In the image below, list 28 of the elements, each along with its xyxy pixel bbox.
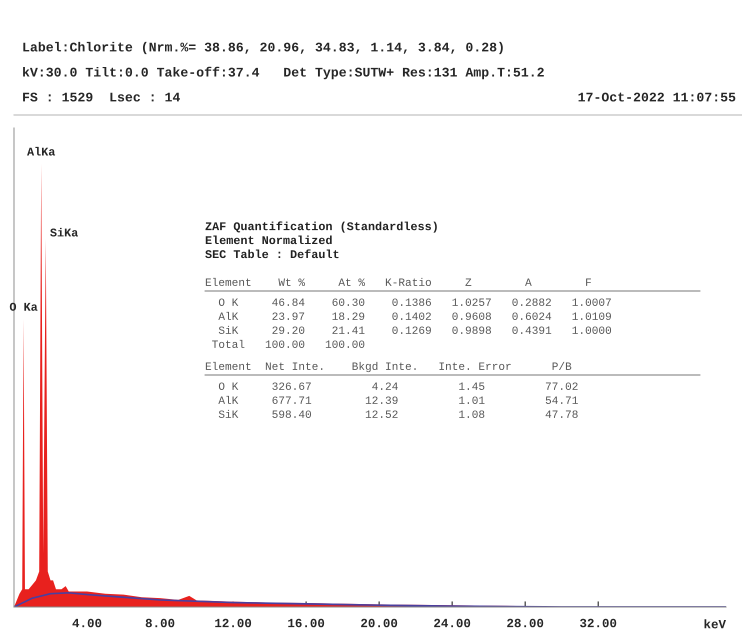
x-tick-label: 8.00 bbox=[146, 618, 174, 628]
x-tick-label: 20.00 bbox=[361, 618, 398, 628]
x-tick-label: 32.00 bbox=[580, 618, 616, 628]
x-tick-label: 16.00 bbox=[288, 618, 324, 628]
x-tick-label: 24.00 bbox=[434, 618, 470, 628]
annotation: O K 326.67 4.24 1.45 77.02 bbox=[218, 382, 578, 390]
text: 17-Oct-2022 11:07:55 bbox=[578, 92, 736, 102]
text: kV:30.0 Tilt:0.0 Take-off:37.4 Det Type:SUTW+ Res:131 Amp.T:51.2 bbox=[23, 66, 544, 80]
text: Label:Chlorite (Nrm.%= 38.86, 20.96, 34.83, 1.14, 3.84, 0.28) bbox=[23, 42, 503, 54]
x-tick-label: 28.00 bbox=[507, 618, 544, 628]
text: FS : 1529 Lsec : 14 bbox=[23, 92, 180, 102]
annotation: SEC Table : Default bbox=[205, 249, 338, 258]
annotation: Element Net Inte. Bkgd Inte. Inte. Error P/B bbox=[206, 362, 572, 372]
x-tick-label: 12.00 bbox=[215, 618, 252, 628]
annotation: O K 46.84 60.30 0.1386 1.0257 0.2882 1.0007 bbox=[218, 298, 611, 306]
annotation: AlK 23.97 18.29 0.1402 0.9608 0.6024 1.0109 bbox=[218, 312, 611, 320]
annotation: SiK 598.40 12.52 1.08 47.78 bbox=[218, 410, 578, 418]
annotation: Total 100.00 100.00 bbox=[212, 340, 364, 348]
annotation: Element Wt % At % K-Ratio Z A F bbox=[206, 278, 591, 286]
annotation: Element Normalized bbox=[206, 235, 332, 244]
annotation: O Ka bbox=[10, 302, 38, 311]
x-tick-label: 4.00 bbox=[72, 618, 102, 628]
annotation: AlK 677.71 12.39 1.01 54.71 bbox=[218, 396, 578, 404]
annotation: SiKa bbox=[50, 228, 78, 237]
x-axis-title: keV bbox=[704, 619, 726, 628]
annotation: ZAF Quantification (Standardless) bbox=[206, 221, 437, 233]
annotation: AlKa bbox=[27, 146, 56, 156]
annotation: SiK 29.20 21.41 0.1269 0.9898 0.4391 1.0000 bbox=[218, 326, 612, 334]
